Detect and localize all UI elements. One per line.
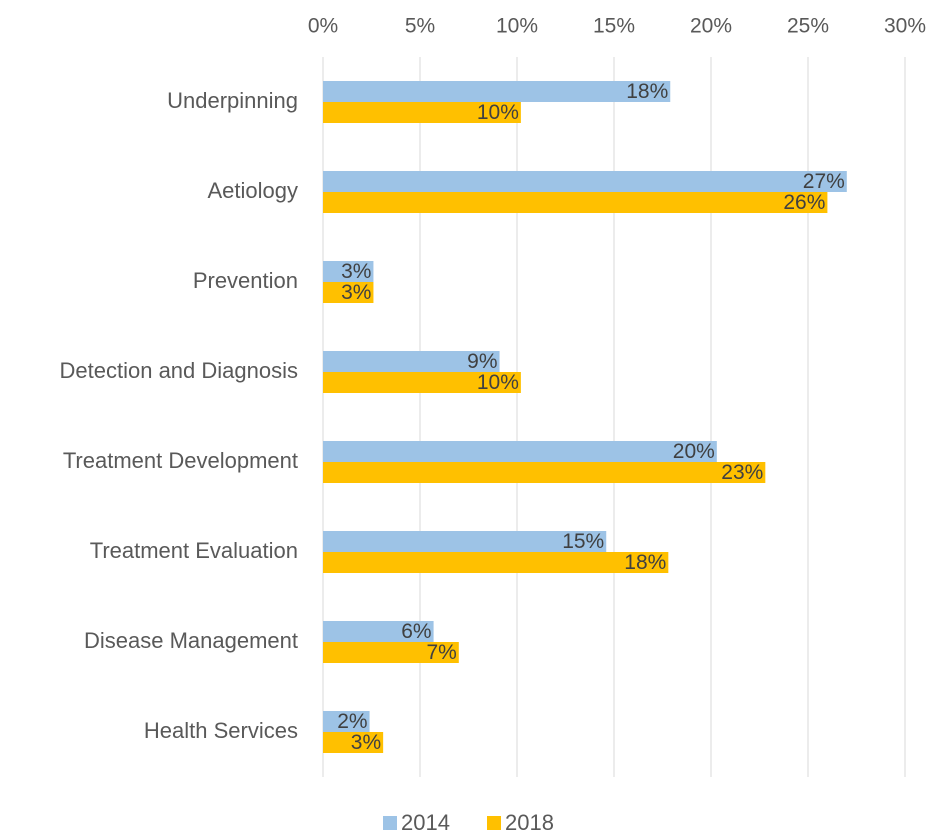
data-label: 27% <box>803 170 845 193</box>
bar <box>323 372 521 393</box>
legend-label: 2014 <box>401 810 450 834</box>
data-label: 7% <box>426 641 456 664</box>
bar <box>323 171 847 192</box>
x-tick-label: 30% <box>884 15 926 38</box>
bar <box>323 351 500 372</box>
category-label: Prevention <box>193 268 298 293</box>
x-tick-label: 15% <box>593 15 635 38</box>
legend-label: 2018 <box>505 810 554 834</box>
x-tick-label: 25% <box>787 15 829 38</box>
category-label: Detection and Diagnosis <box>60 358 298 383</box>
data-label: 15% <box>562 530 604 553</box>
bar <box>323 711 370 732</box>
x-tick-label: 5% <box>405 15 435 38</box>
x-tick-label: 20% <box>690 15 732 38</box>
bar <box>323 261 374 282</box>
bar <box>323 732 384 753</box>
data-label: 10% <box>477 371 519 394</box>
data-label: 3% <box>341 260 371 283</box>
data-label: 3% <box>341 281 371 304</box>
data-label: 18% <box>624 551 666 574</box>
data-label: 9% <box>467 350 497 373</box>
x-tick-label: 10% <box>496 15 538 38</box>
bar <box>323 81 671 102</box>
data-label: 18% <box>626 80 668 103</box>
category-label: Underpinning <box>167 88 298 113</box>
category-label: Treatment Development <box>63 448 298 473</box>
data-label: 2% <box>337 710 367 733</box>
category-label: Treatment Evaluation <box>90 538 298 563</box>
bar <box>323 462 766 483</box>
bar <box>323 642 459 663</box>
bar <box>323 282 374 303</box>
data-label: 6% <box>401 620 431 643</box>
data-label: 20% <box>673 440 715 463</box>
category-label: Aetiology <box>207 178 298 203</box>
legend-swatch <box>383 816 397 830</box>
bar <box>323 552 669 573</box>
x-tick-label: 0% <box>308 15 338 38</box>
bar <box>323 441 717 462</box>
bar <box>323 621 434 642</box>
bar <box>323 102 521 123</box>
legend-swatch <box>487 816 501 830</box>
category-label: Disease Management <box>84 628 298 653</box>
category-label: Health Services <box>144 718 298 743</box>
bar <box>323 531 607 552</box>
data-label: 3% <box>351 731 381 754</box>
data-label: 26% <box>783 191 825 214</box>
data-label: 10% <box>477 101 519 124</box>
bar <box>323 192 828 213</box>
data-label: 23% <box>721 461 763 484</box>
